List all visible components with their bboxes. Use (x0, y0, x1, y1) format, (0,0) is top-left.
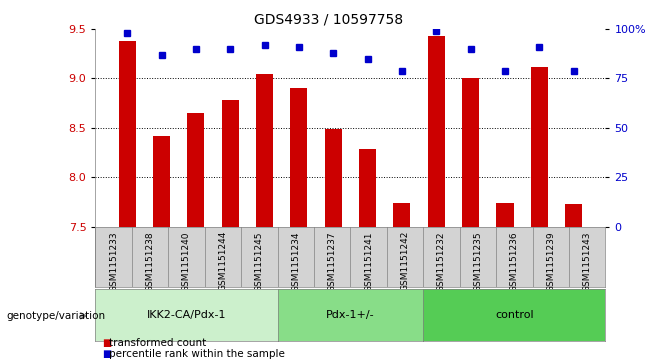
Bar (530, 67, 548, 227)
Bar (256, 74, 273, 227)
Text: percentile rank within the sample: percentile rank within the sample (109, 349, 284, 359)
Text: GSM1151232: GSM1151232 (437, 231, 446, 291)
Bar (118, 41, 136, 227)
Bar (153, 136, 170, 227)
Text: GSM1151238: GSM1151238 (145, 231, 155, 292)
Text: IKK2-CA/Pdx-1: IKK2-CA/Pdx-1 (147, 310, 226, 320)
Text: GSM1151233: GSM1151233 (109, 231, 118, 292)
Bar (462, 78, 479, 227)
Bar (290, 88, 307, 227)
Text: GSM1151237: GSM1151237 (328, 231, 337, 292)
Text: GSM1151244: GSM1151244 (218, 231, 228, 291)
Text: transformed count: transformed count (109, 338, 206, 348)
Text: Pdx-1+/-: Pdx-1+/- (326, 310, 374, 320)
Text: GDS4933 / 10597758: GDS4933 / 10597758 (255, 13, 403, 27)
Text: control: control (495, 310, 534, 320)
Bar (359, 149, 376, 227)
Bar (188, 113, 205, 227)
Text: GSM1151239: GSM1151239 (546, 231, 555, 292)
Bar (496, 203, 513, 227)
Text: GSM1151240: GSM1151240 (182, 231, 191, 291)
Bar (565, 204, 582, 227)
Text: GSM1151242: GSM1151242 (401, 231, 409, 291)
Text: ■: ■ (102, 338, 111, 348)
Text: GSM1151234: GSM1151234 (291, 231, 300, 291)
Text: ■: ■ (102, 349, 111, 359)
Text: GSM1151236: GSM1151236 (510, 231, 519, 292)
Text: GSM1151243: GSM1151243 (582, 231, 592, 291)
Bar (393, 203, 411, 227)
Text: GSM1151245: GSM1151245 (255, 231, 264, 291)
Bar (324, 129, 342, 227)
Bar (222, 100, 239, 227)
Bar (428, 36, 445, 227)
Text: GSM1151241: GSM1151241 (364, 231, 373, 291)
Text: genotype/variation: genotype/variation (7, 311, 106, 321)
Text: GSM1151235: GSM1151235 (473, 231, 482, 292)
